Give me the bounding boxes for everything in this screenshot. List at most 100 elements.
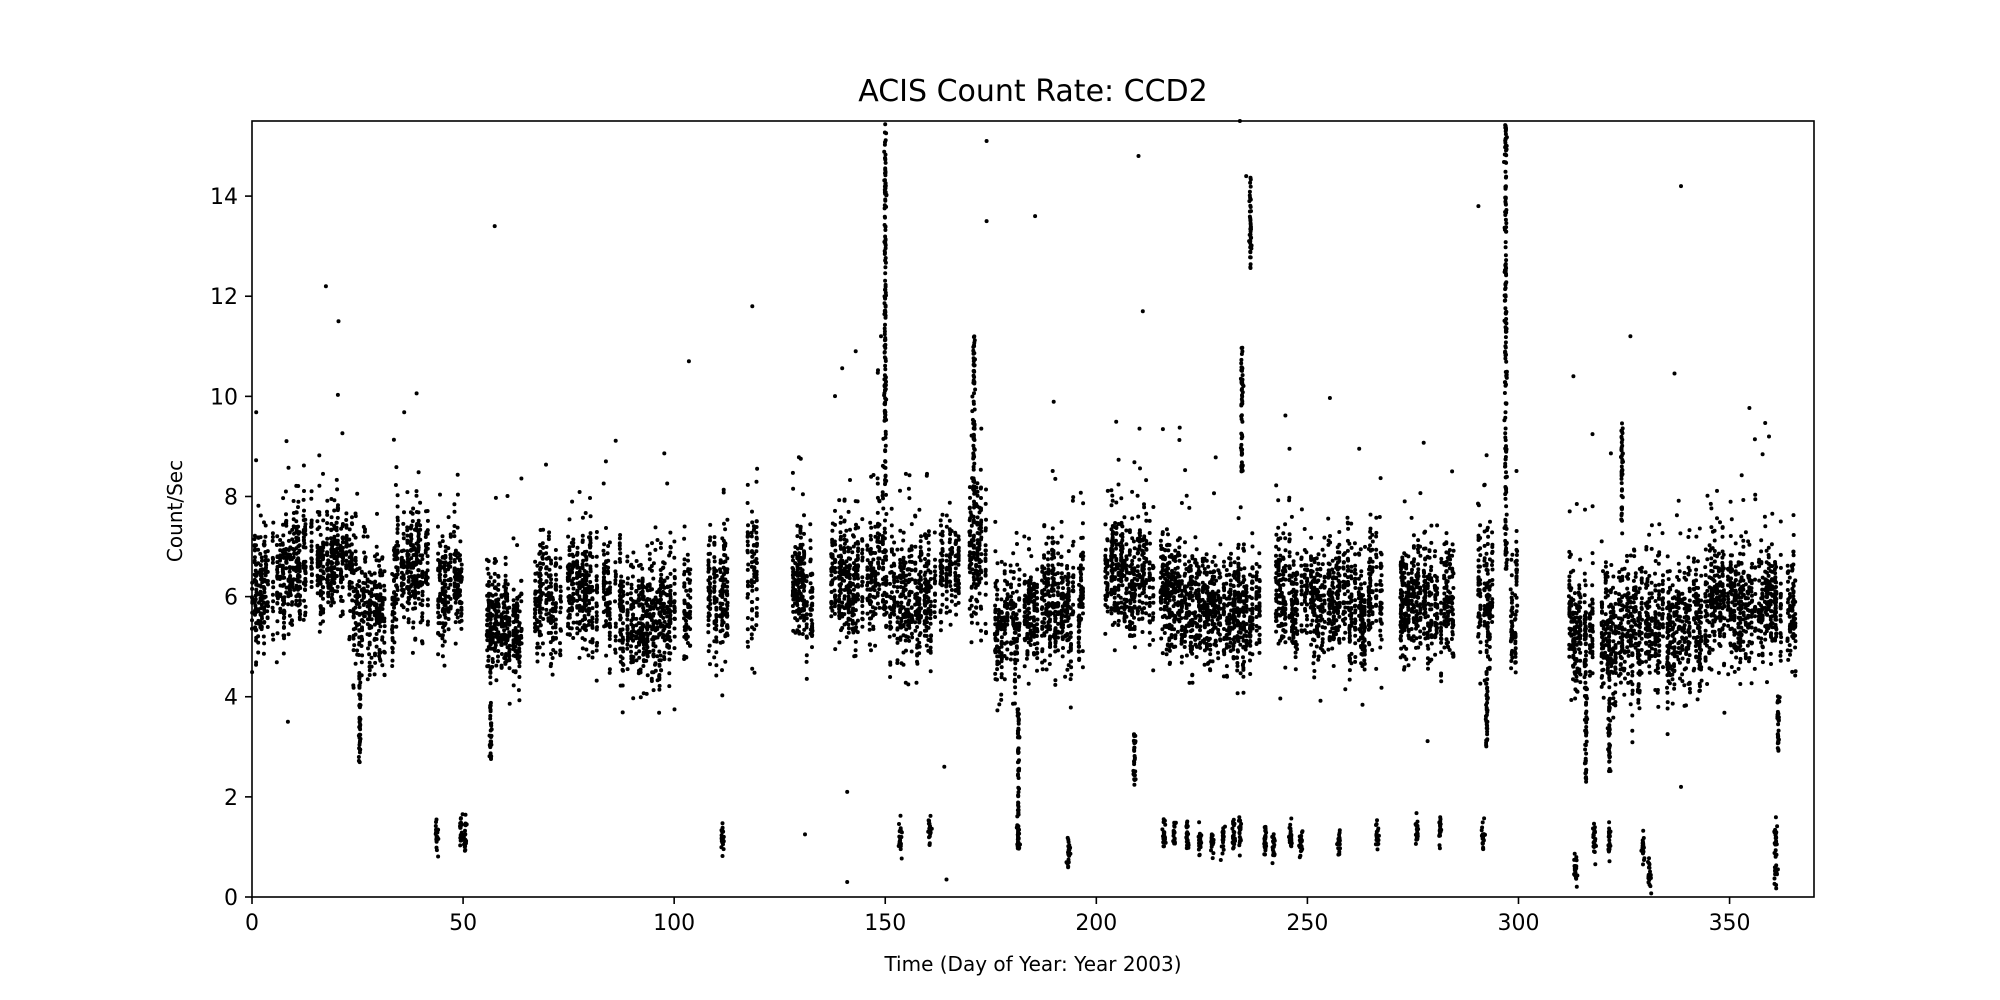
data-point	[378, 658, 383, 663]
data-point	[374, 593, 379, 597]
data-point	[842, 612, 847, 617]
data-point	[296, 484, 301, 488]
data-point	[395, 523, 400, 527]
data-point	[297, 602, 302, 607]
data-point	[888, 660, 893, 665]
data-point	[425, 528, 430, 533]
data-point	[515, 602, 520, 607]
data-point	[321, 471, 325, 476]
data-point	[438, 578, 442, 583]
data-point	[301, 497, 306, 502]
data-point	[488, 575, 493, 580]
data-point	[438, 567, 442, 571]
data-point	[808, 522, 813, 527]
data-point	[338, 594, 343, 599]
data-point	[808, 546, 813, 551]
chart-title: ACIS Count Rate: CCD2	[858, 74, 1208, 109]
data-point	[621, 662, 626, 667]
data-point	[899, 600, 904, 605]
data-point	[394, 592, 399, 597]
data-point	[687, 571, 692, 576]
data-point	[983, 526, 988, 531]
data-point	[617, 541, 622, 546]
data-point	[549, 652, 553, 656]
data-point	[607, 630, 612, 635]
data-point	[833, 601, 838, 606]
data-point	[940, 558, 945, 563]
data-point	[326, 581, 331, 586]
data-point	[847, 576, 852, 581]
data-point	[901, 538, 906, 543]
data-point	[335, 584, 340, 589]
data-point	[672, 617, 677, 621]
data-point	[332, 534, 337, 539]
data-point	[649, 568, 654, 573]
data-point	[426, 542, 431, 546]
data-point	[750, 600, 755, 604]
data-point	[363, 574, 368, 578]
data-point	[848, 527, 852, 532]
data-point	[797, 631, 802, 636]
data-point	[903, 638, 908, 643]
data-point	[903, 471, 908, 476]
data-point	[588, 564, 593, 569]
data-point	[983, 548, 988, 553]
data-point	[588, 569, 593, 574]
data-point	[873, 577, 878, 582]
data-point	[790, 470, 795, 475]
data-point	[714, 568, 719, 573]
data-point	[944, 576, 949, 581]
data-point	[344, 573, 349, 578]
data-point	[655, 538, 660, 542]
data-point	[458, 553, 462, 558]
data-point	[395, 540, 400, 544]
data-point	[855, 574, 860, 579]
data-point	[969, 620, 974, 625]
data-point	[606, 569, 610, 574]
data-point	[754, 569, 759, 574]
data-point	[391, 437, 396, 442]
data-point	[303, 583, 308, 587]
data-point	[641, 664, 646, 668]
data-point	[353, 562, 358, 567]
data-point	[357, 594, 362, 598]
data-point	[340, 522, 345, 526]
data-point	[425, 509, 430, 513]
data-point	[969, 561, 974, 566]
data-point	[682, 524, 687, 529]
data-point	[420, 589, 425, 594]
data-point	[394, 617, 399, 622]
data-point	[754, 605, 759, 610]
data-point	[724, 592, 729, 596]
data-point	[723, 541, 728, 546]
data-point	[590, 650, 595, 655]
data-point	[867, 642, 872, 647]
data-point	[653, 661, 658, 666]
data-point	[907, 638, 912, 643]
data-point	[547, 530, 552, 535]
data-point	[668, 584, 673, 588]
data-point	[682, 584, 687, 589]
data-point	[339, 580, 343, 585]
data-point	[265, 549, 270, 554]
data-point	[872, 588, 877, 593]
data-point	[613, 569, 618, 574]
data-point	[567, 545, 572, 550]
data-point	[873, 612, 878, 616]
data-point	[492, 571, 497, 576]
data-point	[438, 492, 442, 497]
data-point	[895, 589, 900, 594]
data-point	[303, 522, 308, 527]
data-point	[414, 391, 419, 396]
data-point	[839, 555, 844, 559]
data-point	[830, 608, 835, 613]
data-point	[553, 556, 558, 561]
data-point	[544, 579, 549, 584]
data-point	[382, 629, 387, 634]
data-point	[535, 625, 540, 630]
data-point	[613, 634, 618, 639]
data-point	[553, 548, 558, 552]
data-point	[631, 660, 635, 664]
data-point	[334, 520, 339, 525]
data-point	[917, 644, 922, 649]
